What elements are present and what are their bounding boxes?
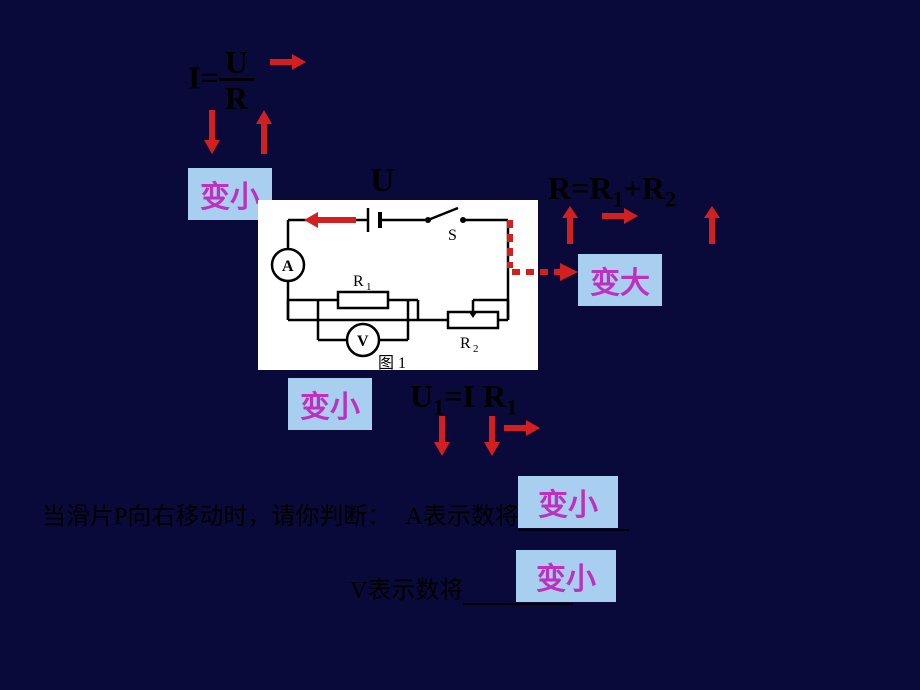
circuit-svg: S A R 1 V R 2 图 1 xyxy=(258,200,538,370)
svg-text:R: R xyxy=(353,273,364,290)
svg-text:S: S xyxy=(448,227,457,244)
arrow-u-right xyxy=(268,50,308,74)
svg-text:V: V xyxy=(357,333,369,350)
label-r-larger: 变大 xyxy=(578,254,662,306)
answer-v-smaller: 变小 xyxy=(516,550,616,602)
u1-formula: U1=I R1 xyxy=(410,378,517,420)
ohms-law-formula: I= U R xyxy=(188,46,254,116)
svg-text:1: 1 xyxy=(366,281,372,293)
svg-text:A: A xyxy=(282,258,294,275)
svg-text:R: R xyxy=(460,335,471,352)
ohm-den: R xyxy=(219,81,254,116)
arrow-r-up xyxy=(252,108,276,158)
arrow-i2-down xyxy=(480,414,504,458)
series-formula: R=R1+R2 xyxy=(548,170,676,212)
label-u1-smaller: 变小 xyxy=(288,378,372,430)
arrow-u1-down xyxy=(430,414,454,458)
answer-a-smaller: 变小 xyxy=(518,476,618,528)
svg-text:2: 2 xyxy=(473,343,479,355)
u-label: U xyxy=(370,162,395,200)
svg-text:图 1: 图 1 xyxy=(378,355,406,370)
circuit-diagram: S A R 1 V R 2 图 1 xyxy=(258,200,538,370)
ohm-num: U xyxy=(219,46,254,81)
arrow-r2-up xyxy=(700,204,724,248)
ohm-lhs: I= xyxy=(188,59,219,95)
